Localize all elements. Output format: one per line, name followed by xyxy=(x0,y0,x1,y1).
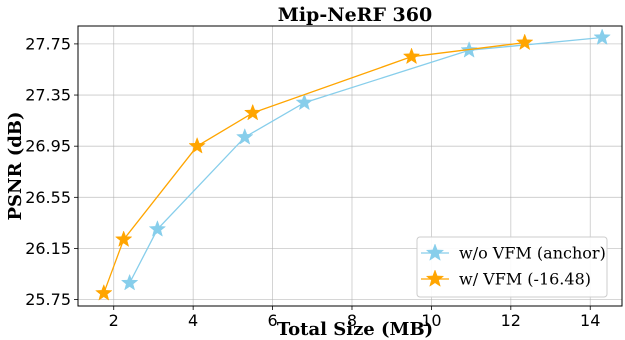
data-point xyxy=(243,103,262,121)
x-tick-label: 14 xyxy=(580,311,600,330)
x-tick-label: 2 xyxy=(109,311,119,330)
data-point xyxy=(515,33,534,51)
legend-label: w/o VFM (anchor) xyxy=(459,244,606,263)
chart-title: Mip-NeRF 360 xyxy=(278,4,432,26)
y-tick-label: 26.95 xyxy=(25,137,71,156)
y-tick-label: 25.75 xyxy=(25,290,71,309)
x-tick-label: 4 xyxy=(188,311,198,330)
data-point xyxy=(114,230,133,247)
axis-ticks: 2 4 6 8 10 12 14 25.75 26.15 26.55 26.95 27.35 27.75 xyxy=(25,34,600,330)
data-point xyxy=(95,283,113,301)
x-tick-label: 12 xyxy=(501,311,521,330)
y-tick-label: 26.15 xyxy=(25,239,71,258)
legend-box xyxy=(416,236,608,298)
x-tick-label: 10 xyxy=(421,311,441,330)
data-point xyxy=(593,28,611,45)
legend-marker xyxy=(425,269,445,287)
data-point xyxy=(236,128,254,145)
series-line xyxy=(103,41,525,294)
legend-entry: w/o VFM (anchor) xyxy=(421,243,606,263)
y-tick-label: 27.35 xyxy=(25,86,71,105)
y-axis-label: PSNR (dB) xyxy=(5,111,26,220)
legend-marker xyxy=(425,243,445,261)
series-0 xyxy=(120,28,611,291)
plot-frame xyxy=(77,25,623,307)
x-axis-label: Total Size (MB) xyxy=(277,319,433,340)
data-point xyxy=(295,93,314,111)
data-point xyxy=(188,136,206,154)
x-tick-label: 8 xyxy=(347,311,357,330)
data-point xyxy=(148,220,167,237)
series-line xyxy=(129,36,603,284)
legend-label: w/ VFM (-16.48) xyxy=(459,270,591,289)
series xyxy=(95,28,611,301)
series-1 xyxy=(95,33,534,301)
y-tick-label: 26.55 xyxy=(25,188,71,207)
legend: w/o VFM (anchor) w/ VFM (-16.48) xyxy=(416,236,608,298)
y-tick-label: 27.75 xyxy=(25,34,71,53)
legend-entry: w/ VFM (-16.48) xyxy=(421,269,591,289)
data-point xyxy=(120,273,139,291)
x-tick-label: 6 xyxy=(267,311,277,330)
data-point xyxy=(402,47,421,65)
